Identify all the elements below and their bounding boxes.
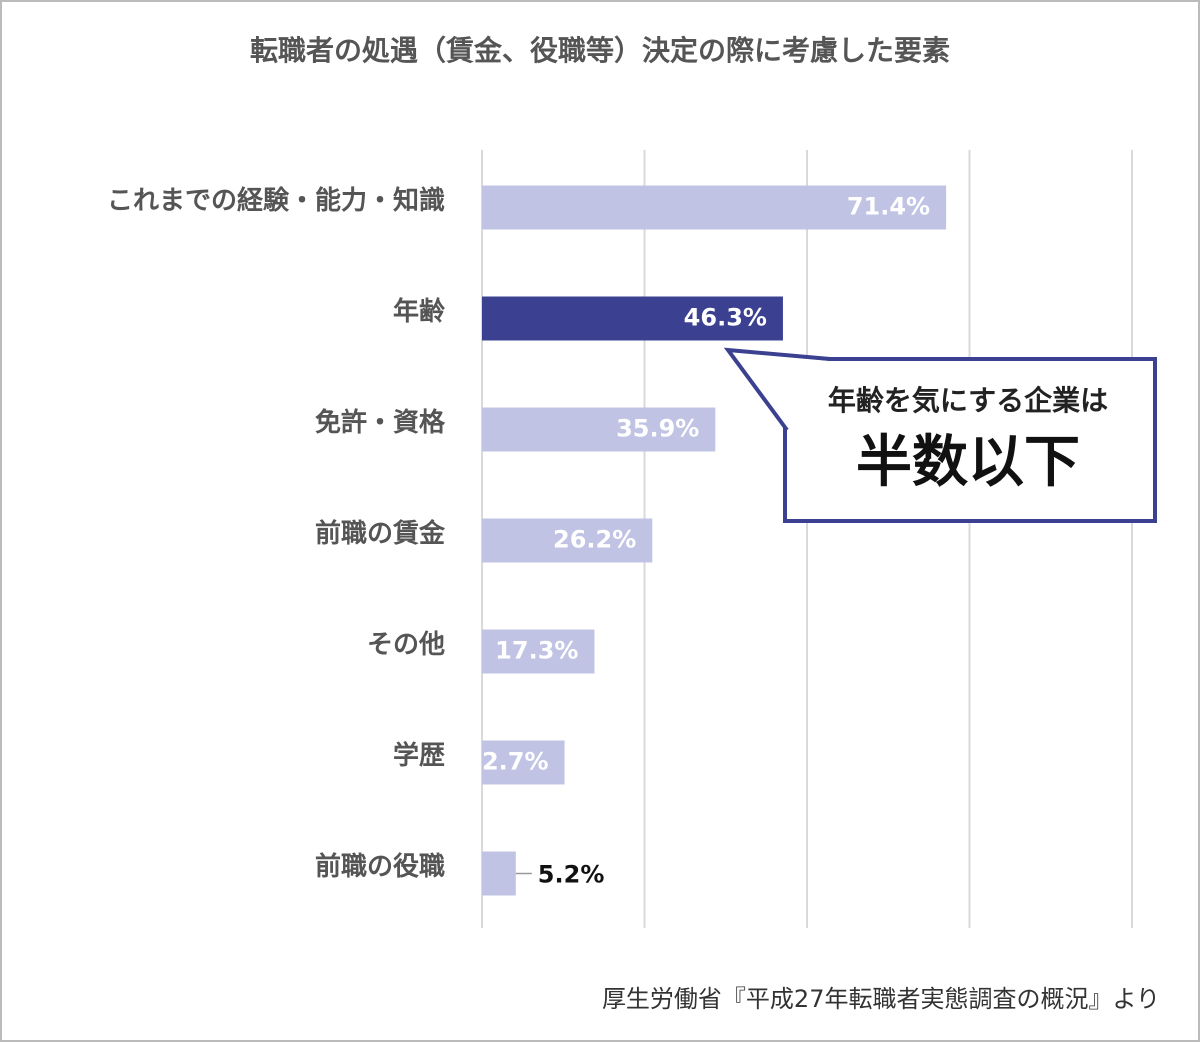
data-label: 17.3% [495, 637, 578, 665]
data-label: 12.7% [465, 748, 548, 776]
bar [482, 518, 653, 563]
y-tick-label: 年齢 [393, 296, 446, 327]
y-tick-label: その他 [367, 630, 445, 660]
callout-pointer-fill [728, 350, 830, 430]
source-note: 厚生労働省『平成27年転職者実態調査の概況』より [602, 985, 1160, 1013]
callout-line1: 年齢を気にする企業は [828, 384, 1108, 417]
y-tick-label: 学歴 [393, 740, 445, 771]
bar [482, 296, 783, 341]
bar [482, 629, 595, 674]
data-label: 26.2% [553, 526, 636, 554]
y-tick-label: 前職の賃金 [315, 518, 446, 549]
bar [482, 407, 716, 452]
data-label: 46.3% [684, 304, 767, 332]
callout-pointer [723, 347, 831, 432]
bar [482, 185, 947, 230]
callout-line2: 半数以下 [856, 430, 1080, 495]
bar [482, 740, 565, 785]
callout-box [783, 357, 1157, 523]
y-tick-label: 免許・資格 [315, 407, 446, 438]
y-tick-label: 前職の役職 [315, 851, 445, 882]
y-tick-label: これまでの経験・能力・知識 [107, 185, 445, 216]
chart-title: 転職者の処遇（賃金、役職等）決定の際に考慮した要素 [250, 34, 950, 67]
plot: これまでの経験・能力・知識 71.4% 年齢 46.3% 免許・資格 35.9% 前職の賃金… [107, 150, 1133, 928]
callout: 年齢を気にする企業は 半数以下 [723, 347, 1157, 523]
data-label: 71.4% [847, 193, 930, 221]
bar [482, 851, 516, 896]
data-label: 35.9% [616, 415, 699, 443]
data-label: 5.2% [538, 861, 605, 889]
